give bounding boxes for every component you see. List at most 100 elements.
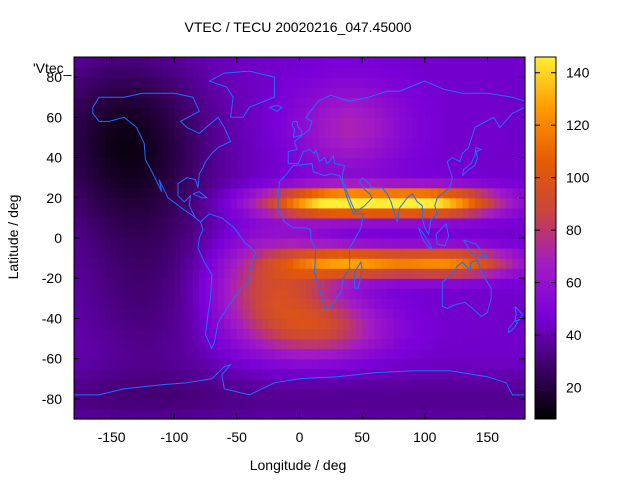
heatmap-cell [312, 298, 319, 309]
heatmap-cell [243, 117, 250, 128]
heatmap-cell [474, 67, 482, 78]
heatmap-cell [205, 207, 213, 219]
heatmap-cell [312, 408, 319, 420]
heatmap-cell [124, 268, 131, 279]
heatmap-cell [318, 408, 326, 420]
heatmap-cell [499, 97, 507, 108]
heatmap-cell [499, 298, 507, 309]
heatmap-cell [318, 167, 326, 179]
heatmap-cell [474, 167, 482, 179]
heatmap-cell [493, 97, 501, 108]
heatmap-cell [368, 328, 376, 340]
heatmap-cell [105, 278, 113, 289]
heatmap-cell [337, 258, 344, 269]
heatmap-cell [443, 308, 451, 320]
heatmap-cell [355, 137, 363, 149]
heatmap-cell [499, 187, 507, 199]
heatmap-cell [286, 197, 294, 209]
heatmap-cell [167, 238, 175, 249]
heatmap-cell [293, 67, 301, 78]
heatmap-cell [180, 67, 188, 78]
heatmap-cell [374, 378, 382, 390]
heatmap-cell [387, 298, 395, 309]
heatmap-cell [318, 107, 326, 118]
y-tick-label: 20 [46, 190, 62, 206]
heatmap-cell [324, 358, 332, 370]
heatmap-cell [512, 187, 520, 199]
heatmap-cell [161, 258, 169, 269]
heatmap-cell [305, 368, 313, 380]
heatmap-cell [518, 388, 526, 400]
heatmap-cell [286, 217, 294, 229]
heatmap-cell [449, 157, 457, 169]
heatmap-cell [155, 187, 163, 199]
heatmap-cell [443, 288, 451, 299]
heatmap-cell [305, 167, 313, 179]
heatmap-cell [355, 298, 363, 309]
heatmap-cell [506, 67, 514, 78]
heatmap-cell [293, 248, 301, 259]
heatmap-cell [274, 358, 282, 370]
heatmap-cell [274, 227, 282, 239]
heatmap-cell [405, 378, 413, 390]
heatmap-cell [280, 127, 288, 139]
heatmap-cell [299, 328, 307, 340]
heatmap-cell [199, 187, 207, 199]
heatmap-cell [92, 137, 100, 149]
heatmap-cell [518, 137, 526, 149]
heatmap-cell [155, 308, 163, 320]
heatmap-cell [387, 338, 395, 350]
heatmap-cell [142, 117, 150, 128]
heatmap-cell [111, 338, 119, 350]
heatmap-cell [92, 227, 100, 239]
heatmap-cell [462, 137, 470, 149]
heatmap-cell [312, 77, 319, 88]
heatmap-cell [74, 318, 81, 330]
heatmap-cell [111, 117, 119, 128]
heatmap-cell [399, 308, 407, 320]
heatmap-cell [518, 107, 526, 118]
heatmap-cell [268, 97, 276, 108]
heatmap-cell [499, 167, 507, 179]
heatmap-cell [399, 227, 407, 239]
heatmap-cell [205, 238, 213, 249]
heatmap-cell [493, 107, 501, 118]
heatmap-cell [337, 278, 344, 289]
heatmap-cell [393, 398, 401, 410]
heatmap-cell [280, 338, 288, 350]
heatmap-cell [180, 157, 188, 169]
x-tick-label: -50 [227, 429, 247, 445]
heatmap-cell [130, 157, 138, 169]
heatmap-cell [431, 187, 438, 199]
heatmap-cell [80, 87, 88, 98]
heatmap-cell [324, 238, 332, 249]
heatmap-cell [117, 358, 125, 370]
heatmap-cell [142, 167, 150, 179]
heatmap-cell [230, 398, 238, 410]
heatmap-cell [199, 408, 207, 420]
heatmap-cell [380, 97, 388, 108]
heatmap-cell [274, 268, 282, 279]
heatmap-cell [293, 368, 301, 380]
heatmap-cell [174, 197, 182, 209]
heatmap-cell [155, 57, 163, 68]
heatmap-cell [362, 318, 369, 330]
heatmap-cell [92, 217, 100, 229]
heatmap-cell [80, 318, 88, 330]
heatmap-cell [431, 408, 438, 420]
heatmap-cell [305, 408, 313, 420]
heatmap-cell [324, 187, 332, 199]
heatmap-cell [218, 298, 225, 309]
heatmap-cell [136, 187, 144, 199]
heatmap-cell [474, 87, 482, 98]
heatmap-cell [80, 107, 88, 118]
heatmap-cell [124, 127, 131, 139]
heatmap-cell [512, 358, 520, 370]
colorbar-tick-label: 140 [566, 65, 590, 81]
heatmap-cell [155, 87, 163, 98]
heatmap-cell [499, 137, 507, 149]
heatmap-cell [199, 358, 207, 370]
heatmap-cell [243, 378, 250, 390]
heatmap-cell [380, 368, 388, 380]
heatmap-cell [136, 298, 144, 309]
